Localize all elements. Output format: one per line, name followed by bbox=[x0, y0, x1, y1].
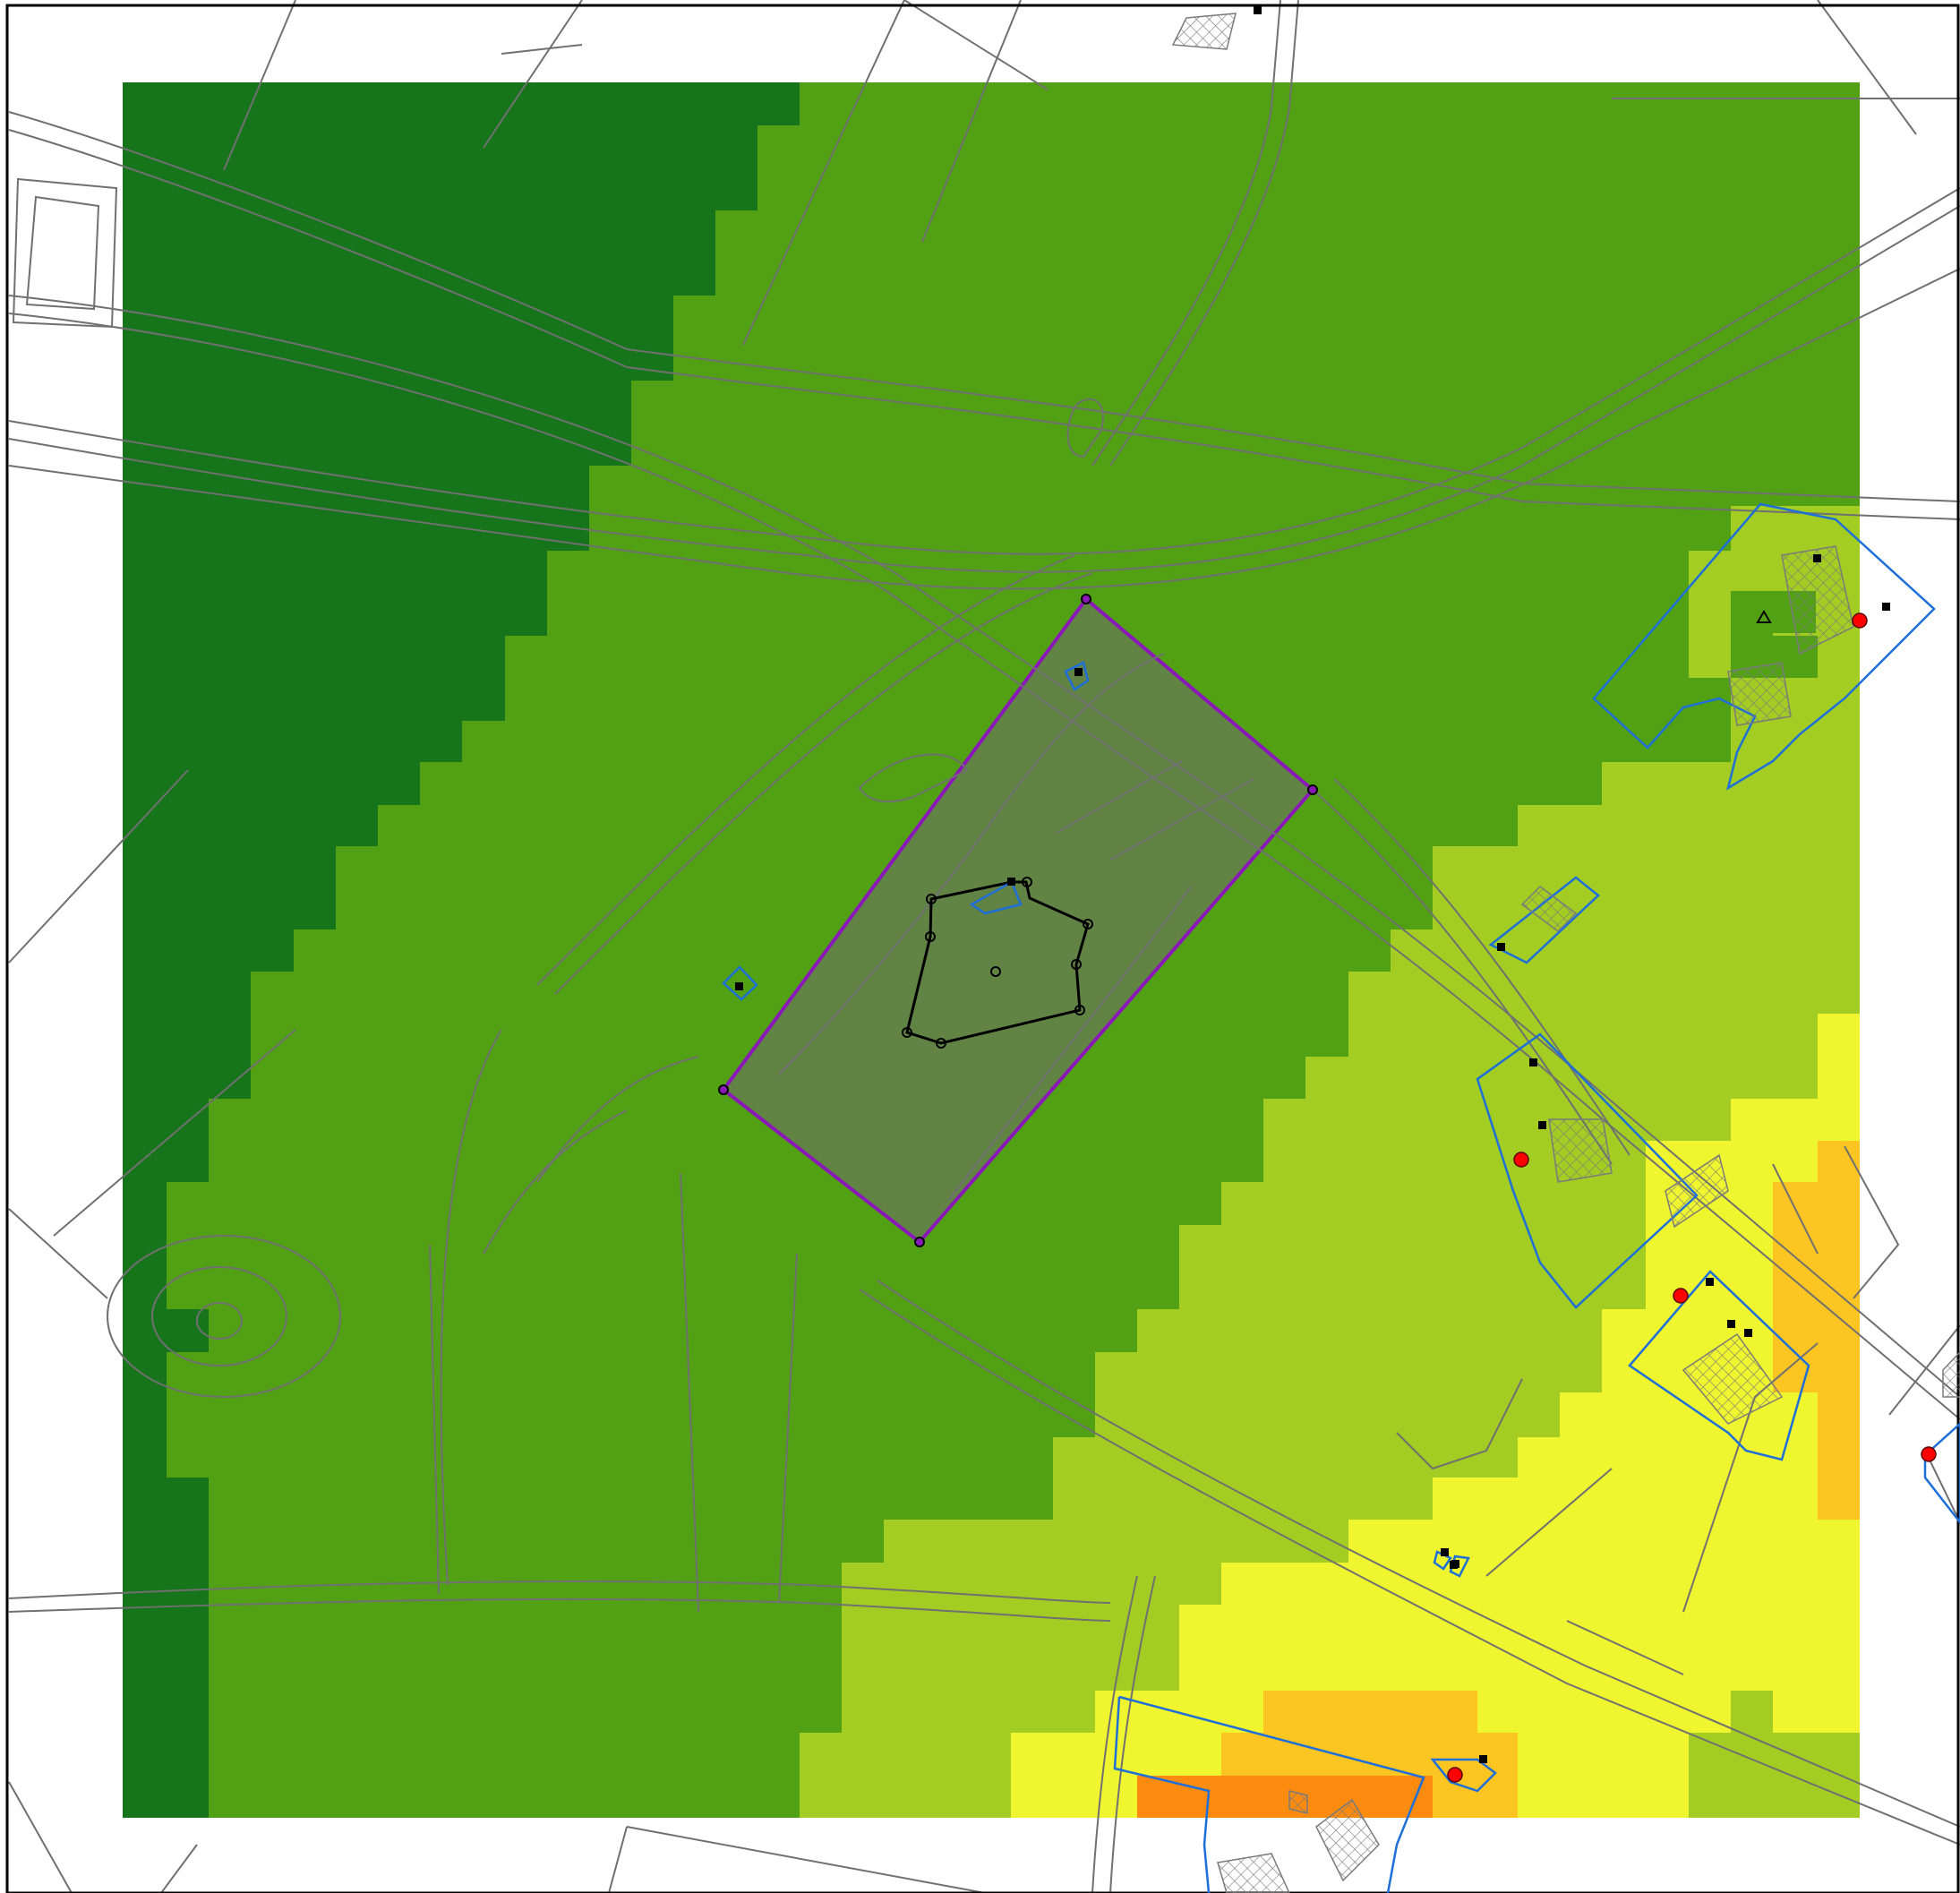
vertex-circle-icon[interactable] bbox=[914, 1237, 925, 1247]
receptor-dot-icon[interactable] bbox=[1921, 1446, 1937, 1462]
vertex-circle-icon[interactable] bbox=[1022, 877, 1032, 887]
vertex-circle-icon[interactable] bbox=[1071, 959, 1082, 970]
zone-darkgreen bbox=[123, 82, 800, 1818]
receptor-points bbox=[1447, 612, 1937, 1783]
inner-vertices bbox=[902, 877, 1093, 1049]
zone-yellow bbox=[1011, 1014, 1860, 1818]
vertex-circle-icon[interactable] bbox=[718, 1084, 729, 1095]
triangle-marker-icon[interactable] bbox=[1756, 610, 1772, 623]
vertex-circle-icon[interactable] bbox=[1083, 919, 1093, 929]
zone-amber-right bbox=[1773, 1141, 1860, 1520]
vertex-circle-icon[interactable] bbox=[902, 1027, 912, 1038]
site-vertices bbox=[718, 594, 1318, 1247]
building-square-icon[interactable] bbox=[1727, 1320, 1735, 1328]
zone-green-lower-left bbox=[167, 1352, 209, 1478]
building-square-icon[interactable] bbox=[1007, 878, 1015, 886]
vertex-circle-icon[interactable] bbox=[1081, 594, 1091, 604]
vertex-circle-icon[interactable] bbox=[990, 966, 1001, 977]
receptor-dot-icon[interactable] bbox=[1513, 1152, 1529, 1168]
buildings-blue bbox=[722, 502, 1960, 1893]
buildings-hatched bbox=[1171, 13, 1960, 1893]
zone-orange bbox=[1137, 1776, 1433, 1818]
building-square-icon[interactable] bbox=[1254, 6, 1262, 14]
building-square-icon[interactable] bbox=[1706, 1278, 1714, 1286]
receptor-dot-icon[interactable] bbox=[1673, 1288, 1689, 1304]
zone-lightgreen-corner bbox=[1689, 1733, 1860, 1818]
building-square-icon[interactable] bbox=[1074, 668, 1083, 676]
building-square-icon[interactable] bbox=[1529, 1058, 1537, 1066]
building-square-icon[interactable] bbox=[1813, 554, 1821, 562]
map-frame-border bbox=[5, 4, 1960, 1893]
vertex-circle-icon[interactable] bbox=[926, 894, 937, 904]
receptor-dot-icon[interactable] bbox=[1852, 612, 1868, 629]
receptor-dot-icon[interactable] bbox=[1447, 1767, 1463, 1783]
vertex-circle-icon[interactable] bbox=[1307, 784, 1318, 795]
building-square-icon[interactable] bbox=[1744, 1329, 1752, 1337]
zone-green-notch bbox=[209, 1309, 251, 1352]
building-square-icon[interactable] bbox=[735, 982, 743, 990]
building-square-icon[interactable] bbox=[1882, 603, 1890, 611]
building-square-icon[interactable] bbox=[1441, 1548, 1449, 1556]
vertex-circle-icon[interactable] bbox=[1074, 1005, 1085, 1015]
building-square-icon[interactable] bbox=[1538, 1121, 1546, 1129]
building-square-icon[interactable] bbox=[1451, 1560, 1459, 1568]
vertex-circle-icon[interactable] bbox=[925, 931, 936, 942]
vertex-circle-icon[interactable] bbox=[936, 1038, 946, 1049]
building-square-icon[interactable] bbox=[1497, 943, 1505, 951]
building-markers bbox=[735, 6, 1932, 1763]
building-square-icon[interactable] bbox=[1479, 1755, 1487, 1763]
parcel-lines bbox=[8, 0, 1960, 1893]
inner-area-outline[interactable] bbox=[905, 880, 1090, 1045]
